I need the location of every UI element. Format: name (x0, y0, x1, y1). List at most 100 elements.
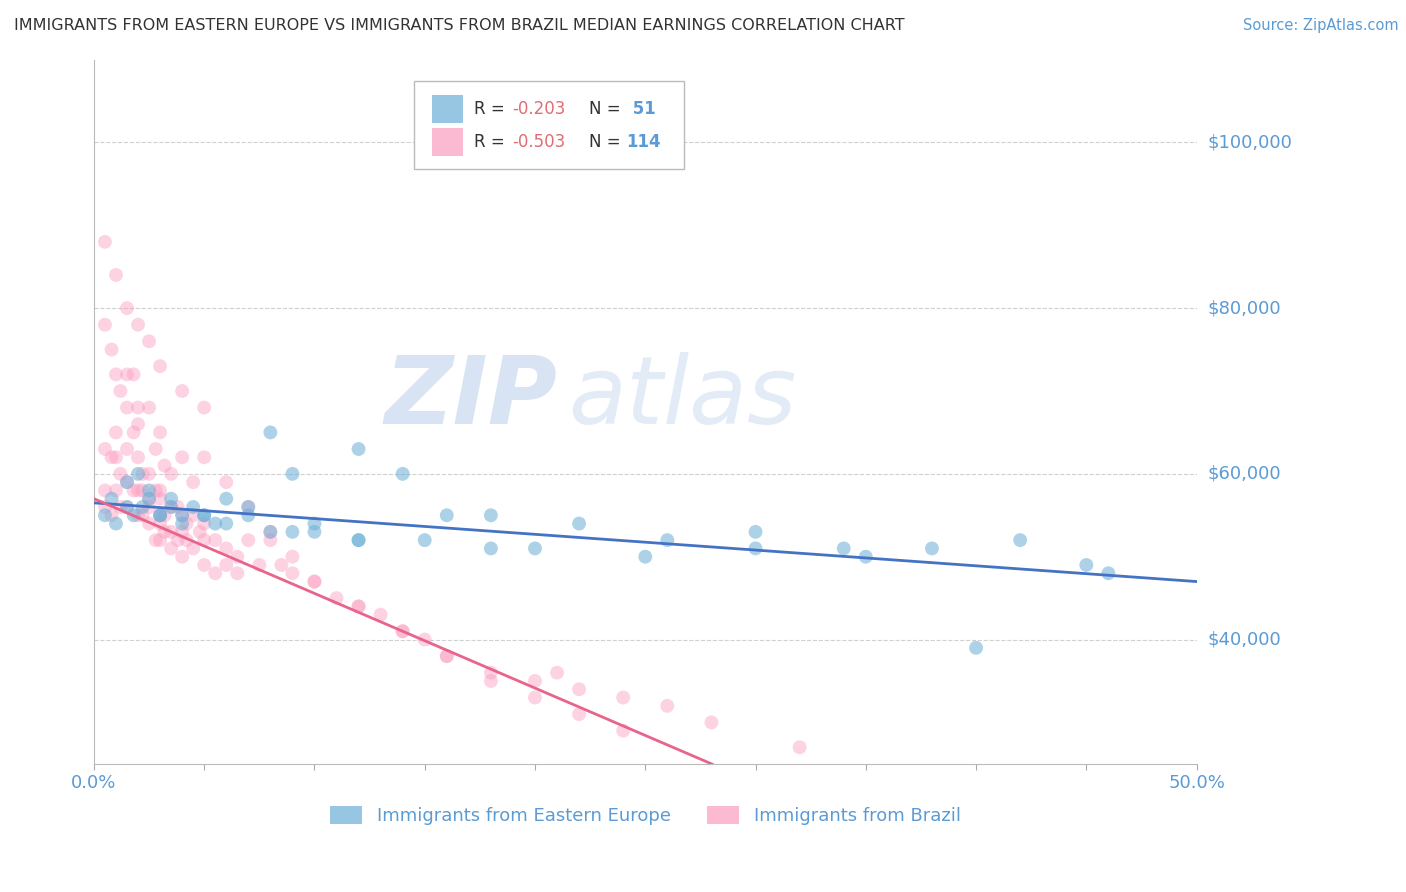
Point (115, 301, 138, 315)
Point (166, 500, 188, 514)
Point (612, 723, 634, 738)
Point (347, 442, 370, 456)
Point (176, 516, 198, 531)
Point (115, 475, 138, 490)
Point (215, 541, 238, 556)
Point (921, 541, 943, 556)
Point (226, 549, 249, 564)
Point (238, 508, 260, 523)
Point (145, 442, 167, 456)
Point (546, 665, 568, 680)
Point (259, 524, 281, 539)
Point (181, 500, 204, 514)
Legend: Immigrants from Eastern Europe, Immigrants from Brazil: Immigrants from Eastern Europe, Immigran… (330, 805, 960, 825)
Point (391, 467, 413, 481)
Point (204, 533, 226, 548)
Point (149, 425, 172, 440)
Point (100, 508, 122, 523)
Point (181, 475, 204, 490)
Point (1010, 533, 1032, 548)
Point (153, 458, 176, 473)
Point (138, 500, 160, 514)
Point (172, 549, 194, 564)
Point (634, 549, 657, 564)
Point (193, 401, 215, 415)
Point (104, 516, 127, 531)
Point (238, 533, 260, 548)
Point (612, 690, 634, 705)
Point (131, 500, 153, 514)
Point (115, 442, 138, 456)
Point (122, 483, 145, 498)
Point (149, 483, 172, 498)
Point (100, 343, 122, 357)
Point (160, 491, 183, 506)
Point (176, 533, 198, 548)
Point (193, 533, 215, 548)
Point (413, 533, 436, 548)
Point (100, 491, 122, 506)
Point (172, 508, 194, 523)
Text: atlas: atlas (568, 352, 796, 443)
Point (193, 558, 215, 572)
Point (744, 524, 766, 539)
Point (215, 475, 238, 490)
Point (347, 533, 370, 548)
Text: Source: ZipAtlas.com: Source: ZipAtlas.com (1243, 18, 1399, 33)
Point (104, 425, 127, 440)
Point (149, 491, 172, 506)
Point (568, 682, 591, 697)
Point (700, 715, 723, 730)
Point (149, 508, 172, 523)
Point (149, 359, 172, 373)
Point (325, 591, 347, 606)
Point (281, 549, 304, 564)
Point (138, 491, 160, 506)
Point (347, 599, 370, 614)
Point (138, 483, 160, 498)
Bar (433, 128, 464, 156)
Point (94, 508, 117, 523)
Point (193, 516, 215, 531)
Point (832, 541, 855, 556)
Point (215, 558, 238, 572)
Point (789, 740, 811, 755)
Point (127, 417, 149, 431)
Text: N =: N = (589, 133, 626, 151)
Text: -0.503: -0.503 (512, 133, 565, 151)
Point (131, 483, 153, 498)
Point (391, 624, 413, 639)
Point (181, 508, 204, 523)
Point (347, 599, 370, 614)
Point (436, 649, 458, 664)
Point (524, 690, 547, 705)
Point (657, 698, 679, 713)
Point (238, 500, 260, 514)
Point (744, 541, 766, 556)
Point (149, 516, 172, 531)
Point (436, 508, 458, 523)
Point (94, 483, 117, 498)
Point (436, 649, 458, 664)
Point (413, 632, 436, 647)
Point (259, 533, 281, 548)
Point (238, 500, 260, 514)
Point (138, 401, 160, 415)
Point (104, 268, 127, 282)
Point (149, 508, 172, 523)
Point (115, 475, 138, 490)
Point (115, 500, 138, 514)
Point (110, 500, 132, 514)
Text: R =: R = (474, 100, 510, 118)
Text: R =: R = (474, 133, 510, 151)
Point (122, 508, 145, 523)
Point (138, 467, 160, 481)
Point (122, 368, 145, 382)
Point (391, 624, 413, 639)
Point (965, 640, 987, 655)
Point (172, 384, 194, 398)
Point (204, 566, 226, 581)
Point (479, 541, 502, 556)
Point (657, 533, 679, 548)
Text: 51: 51 (627, 100, 655, 118)
